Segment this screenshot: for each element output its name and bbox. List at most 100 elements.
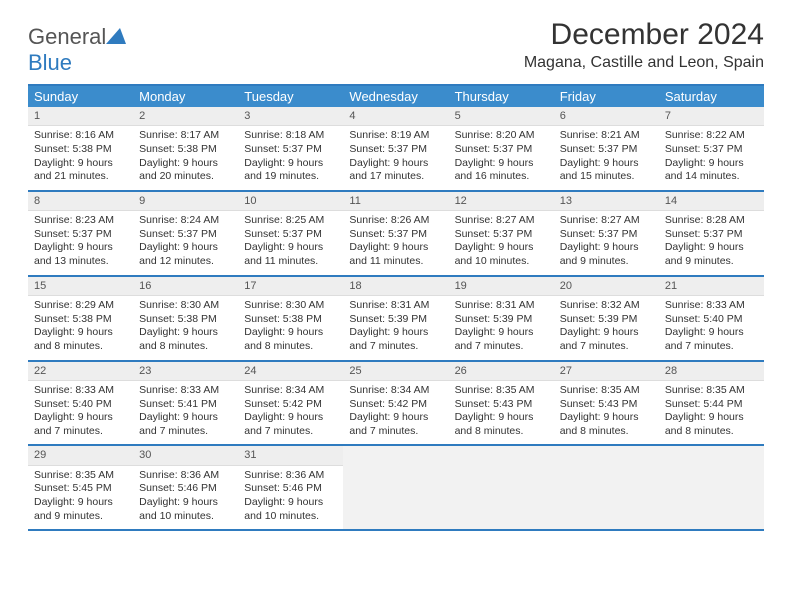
daylight-text: Daylight: 9 hours and 9 minutes.: [560, 241, 653, 268]
day-body: Sunrise: 8:21 AMSunset: 5:37 PMDaylight:…: [554, 126, 659, 190]
day-cell: 15Sunrise: 8:29 AMSunset: 5:38 PMDayligh…: [28, 277, 133, 360]
daylight-text: Daylight: 9 hours and 9 minutes.: [665, 241, 758, 268]
logo-sail-icon: [106, 28, 126, 44]
sunrise-text: Sunrise: 8:26 AM: [349, 214, 442, 228]
daylight-text: Daylight: 9 hours and 7 minutes.: [34, 411, 127, 438]
day-body: Sunrise: 8:33 AMSunset: 5:40 PMDaylight:…: [28, 381, 133, 445]
sunrise-text: Sunrise: 8:30 AM: [139, 299, 232, 313]
day-cell: 20Sunrise: 8:32 AMSunset: 5:39 PMDayligh…: [554, 277, 659, 360]
day-number: 12: [449, 192, 554, 211]
week-row: 22Sunrise: 8:33 AMSunset: 5:40 PMDayligh…: [28, 362, 764, 447]
daylight-text: Daylight: 9 hours and 7 minutes.: [560, 326, 653, 353]
daylight-text: Daylight: 9 hours and 7 minutes.: [244, 411, 337, 438]
day-cell: 12Sunrise: 8:27 AMSunset: 5:37 PMDayligh…: [449, 192, 554, 275]
day-number: 24: [238, 362, 343, 381]
sunrise-text: Sunrise: 8:31 AM: [455, 299, 548, 313]
dow-monday: Monday: [133, 86, 238, 107]
daylight-text: Daylight: 9 hours and 16 minutes.: [455, 157, 548, 184]
sunset-text: Sunset: 5:38 PM: [34, 313, 127, 327]
sunset-text: Sunset: 5:38 PM: [139, 313, 232, 327]
dow-saturday: Saturday: [659, 86, 764, 107]
day-cell: 16Sunrise: 8:30 AMSunset: 5:38 PMDayligh…: [133, 277, 238, 360]
day-body: Sunrise: 8:18 AMSunset: 5:37 PMDaylight:…: [238, 126, 343, 190]
dow-wednesday: Wednesday: [343, 86, 448, 107]
dow-sunday: Sunday: [28, 86, 133, 107]
day-number: 3: [238, 107, 343, 126]
day-number: 11: [343, 192, 448, 211]
day-number: 31: [238, 446, 343, 465]
day-body: Sunrise: 8:33 AMSunset: 5:40 PMDaylight:…: [659, 296, 764, 360]
day-body: Sunrise: 8:27 AMSunset: 5:37 PMDaylight:…: [554, 211, 659, 275]
brand-part2: Blue: [28, 50, 72, 75]
daylight-text: Daylight: 9 hours and 8 minutes.: [34, 326, 127, 353]
sunset-text: Sunset: 5:37 PM: [665, 143, 758, 157]
day-body: Sunrise: 8:35 AMSunset: 5:43 PMDaylight:…: [554, 381, 659, 445]
day-cell: 11 Sunrise: 8:26 AMSunset: 5:37 PMDayligh…: [343, 192, 448, 275]
day-body: Sunrise: 8:24 AMSunset: 5:37 PMDaylight:…: [133, 211, 238, 275]
sunrise-text: Sunrise: 8:33 AM: [34, 384, 127, 398]
daylight-text: Daylight: 9 hours and 11 minutes.: [349, 241, 442, 268]
sunset-text: Sunset: 5:37 PM: [34, 228, 127, 242]
day-cell: 27Sunrise: 8:35 AMSunset: 5:43 PMDayligh…: [554, 362, 659, 445]
day-number: 16: [133, 277, 238, 296]
brand-part1: General: [28, 24, 106, 49]
day-body: Sunrise: 8:20 AMSunset: 5:37 PMDaylight:…: [449, 126, 554, 190]
sunrise-text: Sunrise: 8:22 AM: [665, 129, 758, 143]
daylight-text: Daylight: 9 hours and 8 minutes.: [455, 411, 548, 438]
daylight-text: Daylight: 9 hours and 7 minutes.: [349, 411, 442, 438]
sunset-text: Sunset: 5:43 PM: [560, 398, 653, 412]
sunrise-text: Sunrise: 8:35 AM: [665, 384, 758, 398]
day-body: Sunrise: 8:19 AMSunset: 5:37 PMDaylight:…: [343, 126, 448, 190]
day-number: 27: [554, 362, 659, 381]
sunrise-text: Sunrise: 8:16 AM: [34, 129, 127, 143]
day-number: 13: [554, 192, 659, 211]
daylight-text: Daylight: 9 hours and 8 minutes.: [244, 326, 337, 353]
sunrise-text: Sunrise: 8:33 AM: [139, 384, 232, 398]
sunrise-text: Sunrise: 8:31 AM: [349, 299, 442, 313]
sunset-text: Sunset: 5:37 PM: [455, 143, 548, 157]
sunset-text: Sunset: 5:44 PM: [665, 398, 758, 412]
day-body: Sunrise: 8:28 AMSunset: 5:37 PMDaylight:…: [659, 211, 764, 275]
day-body: Sunrise: 8:35 AMSunset: 5:43 PMDaylight:…: [449, 381, 554, 445]
day-cell-empty: [554, 446, 659, 529]
day-body: Sunrise: 8:31 AMSunset: 5:39 PMDaylight:…: [449, 296, 554, 360]
sunset-text: Sunset: 5:37 PM: [244, 228, 337, 242]
sunset-text: Sunset: 5:37 PM: [560, 143, 653, 157]
sunset-text: Sunset: 5:37 PM: [349, 228, 442, 242]
daylight-text: Daylight: 9 hours and 7 minutes.: [139, 411, 232, 438]
day-body: Sunrise: 8:34 AMSunset: 5:42 PMDaylight:…: [343, 381, 448, 445]
sunset-text: Sunset: 5:40 PM: [665, 313, 758, 327]
sunrise-text: Sunrise: 8:36 AM: [139, 469, 232, 483]
day-number: 30: [133, 446, 238, 465]
day-cell-empty: [659, 446, 764, 529]
daylight-text: Daylight: 9 hours and 12 minutes.: [139, 241, 232, 268]
day-cell: 24Sunrise: 8:34 AMSunset: 5:42 PMDayligh…: [238, 362, 343, 445]
sunrise-text: Sunrise: 8:35 AM: [34, 469, 127, 483]
day-cell: 17Sunrise: 8:30 AMSunset: 5:38 PMDayligh…: [238, 277, 343, 360]
week-row: 15Sunrise: 8:29 AMSunset: 5:38 PMDayligh…: [28, 277, 764, 362]
sunrise-text: Sunrise: 8:20 AM: [455, 129, 548, 143]
day-cell-empty: [449, 446, 554, 529]
sunrise-text: Sunrise: 8:25 AM: [244, 214, 337, 228]
day-cell: 6Sunrise: 8:21 AMSunset: 5:37 PMDaylight…: [554, 107, 659, 190]
day-number: 17: [238, 277, 343, 296]
daylight-text: Daylight: 9 hours and 17 minutes.: [349, 157, 442, 184]
day-number: 2: [133, 107, 238, 126]
day-cell: 3Sunrise: 8:18 AMSunset: 5:37 PMDaylight…: [238, 107, 343, 190]
month-title: December 2024: [524, 18, 764, 52]
daylight-text: Daylight: 9 hours and 7 minutes.: [665, 326, 758, 353]
location-subtitle: Magana, Castille and Leon, Spain: [524, 54, 764, 72]
daylight-text: Daylight: 9 hours and 19 minutes.: [244, 157, 337, 184]
day-body: Sunrise: 8:23 AMSunset: 5:37 PMDaylight:…: [28, 211, 133, 275]
brand-logo: General Blue: [28, 18, 126, 76]
calendar-grid: Sunday Monday Tuesday Wednesday Thursday…: [28, 84, 764, 531]
day-cell: 1Sunrise: 8:16 AMSunset: 5:38 PMDaylight…: [28, 107, 133, 190]
day-cell: 14Sunrise: 8:28 AMSunset: 5:37 PMDayligh…: [659, 192, 764, 275]
day-of-week-header: Sunday Monday Tuesday Wednesday Thursday…: [28, 86, 764, 107]
day-cell: 9Sunrise: 8:24 AMSunset: 5:37 PMDaylight…: [133, 192, 238, 275]
sunset-text: Sunset: 5:38 PM: [139, 143, 232, 157]
day-body: Sunrise: 8:25 AMSunset: 5:37 PMDaylight:…: [238, 211, 343, 275]
day-body: Sunrise: 8:35 AMSunset: 5:44 PMDaylight:…: [659, 381, 764, 445]
day-cell: 7Sunrise: 8:22 AMSunset: 5:37 PMDaylight…: [659, 107, 764, 190]
daylight-text: Daylight: 9 hours and 10 minutes.: [455, 241, 548, 268]
